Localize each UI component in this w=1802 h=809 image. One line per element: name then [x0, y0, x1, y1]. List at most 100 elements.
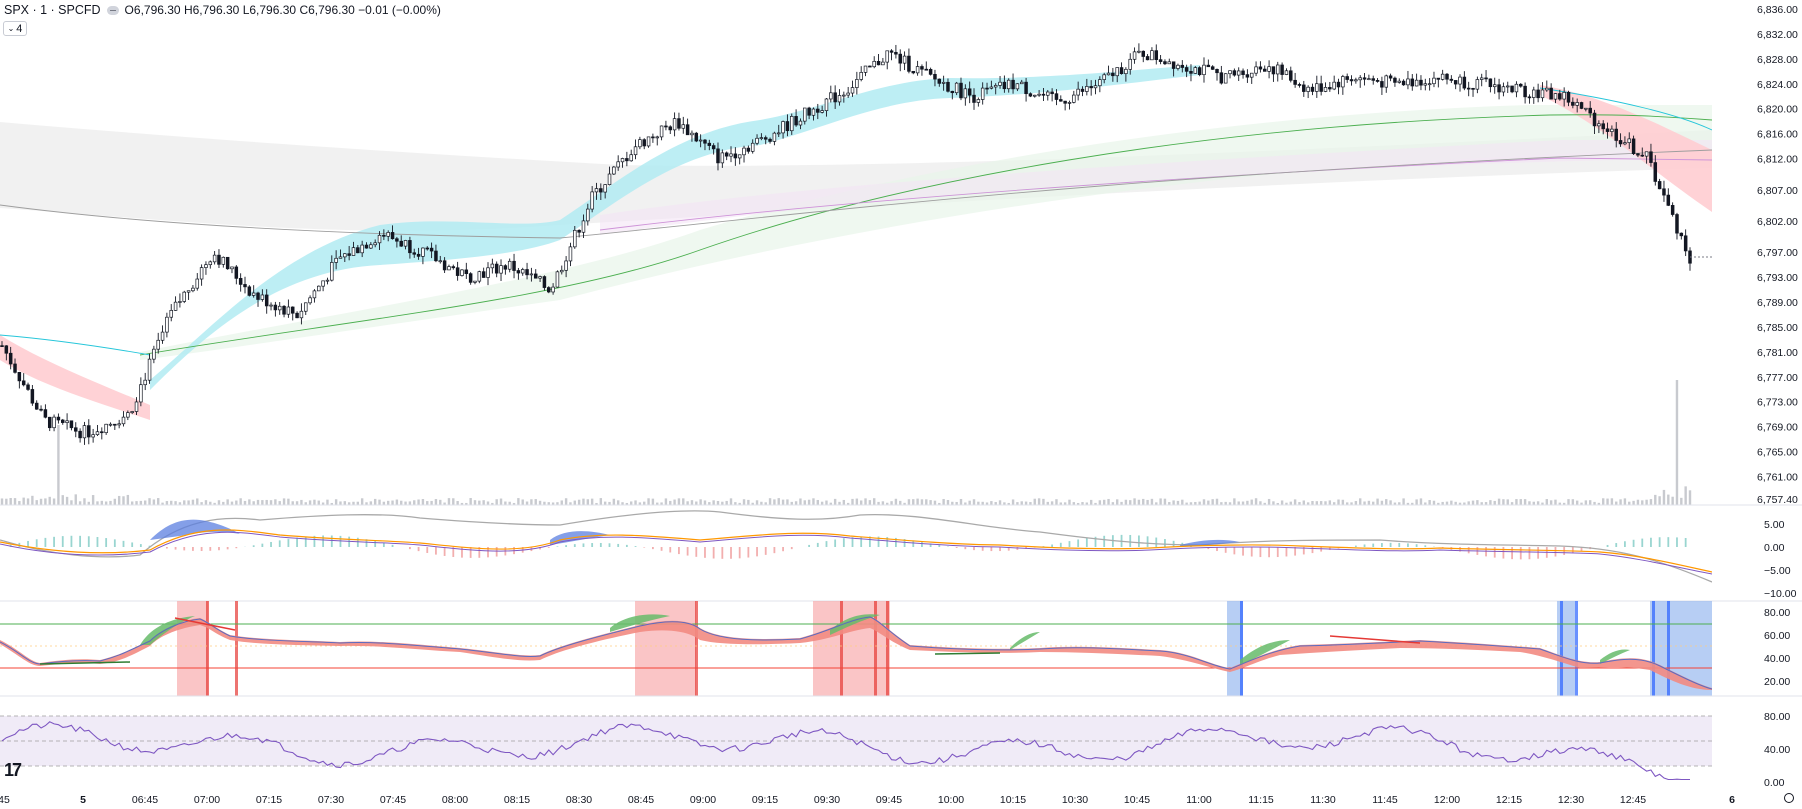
candle [317, 285, 321, 292]
candle [1566, 90, 1571, 107]
time-tick-label: 11:15 [1248, 794, 1274, 806]
candle [590, 186, 594, 213]
candle [17, 371, 22, 389]
candle [1623, 136, 1627, 146]
histogram-bar [287, 538, 290, 547]
histogram-bar [1224, 547, 1227, 553]
volume-bar [790, 501, 793, 505]
volume-bar [990, 501, 993, 505]
candle [750, 139, 755, 154]
histogram-bar [678, 547, 680, 555]
candle [1297, 82, 1302, 88]
candle [30, 385, 35, 406]
volume-bar [1424, 502, 1427, 505]
momentum-tick-label: 0.00 [1764, 542, 1785, 554]
stoch-green-fill [140, 614, 1630, 665]
histogram-bar [495, 547, 498, 557]
volume-bar [1280, 500, 1284, 505]
indicator-count: 4 [16, 22, 23, 35]
candle [286, 299, 291, 318]
volume-bar [135, 501, 138, 505]
volume-bar [1181, 499, 1184, 505]
candle [542, 275, 547, 291]
volume-bar [1129, 500, 1132, 505]
legend-header: SPX · 1 · SPCFD O6,796.30 H6,796.30 L6,7… [4, 3, 441, 17]
candle [1241, 68, 1245, 79]
volume-bar [1233, 498, 1236, 505]
candle [494, 261, 499, 278]
histogram-bar [87, 536, 90, 547]
histogram-bar [955, 547, 958, 548]
candle [672, 112, 677, 137]
candle [1475, 76, 1480, 94]
price-tick-label: 6,820.00 [1757, 104, 1798, 116]
candle [386, 230, 390, 242]
candle [1124, 67, 1128, 82]
candle [34, 400, 39, 410]
candle [876, 53, 881, 66]
candle [1236, 67, 1241, 82]
volume-bar [426, 501, 429, 505]
histogram-bar [1007, 547, 1010, 551]
candle [1597, 120, 1601, 134]
candle [603, 184, 607, 199]
price-tick-label: 6,769.00 [1757, 422, 1798, 434]
volume-bar [1159, 498, 1162, 505]
candle [1249, 72, 1254, 84]
volume-bar [70, 500, 73, 505]
volume-bar [1341, 499, 1345, 505]
candle [633, 139, 638, 160]
indicators-toggle-button[interactable]: ⌄ 4 [3, 21, 27, 36]
candle [1102, 72, 1106, 84]
volume-bar [39, 498, 43, 505]
volume-bar [1528, 501, 1531, 505]
volume-bar [716, 500, 720, 505]
volume-bar [230, 501, 234, 505]
histogram-bar [139, 544, 142, 547]
candle [395, 236, 399, 248]
price-tick-label: 6,789.00 [1757, 297, 1798, 309]
candle [225, 256, 230, 270]
candle [1063, 100, 1067, 111]
candle [1245, 69, 1250, 83]
histogram-bar [591, 543, 594, 547]
histogram-bar [1363, 544, 1366, 547]
volume-bar [1063, 502, 1067, 505]
candle [208, 260, 213, 269]
histogram-bar [443, 547, 446, 556]
volume-bar [495, 499, 498, 505]
candle [1106, 65, 1111, 76]
volume-bar [91, 495, 95, 505]
volume-bar [764, 502, 767, 505]
divergence-bull [934, 652, 1001, 655]
volume-bar [447, 498, 451, 505]
volume-bar [5, 498, 8, 505]
tradingview-logo[interactable]: 17 [4, 760, 22, 780]
candle [447, 264, 451, 271]
volume-bar [1259, 501, 1262, 505]
candle [256, 291, 260, 307]
market-status-icon[interactable] [106, 5, 119, 15]
time-tick-label: 6 [1729, 794, 1735, 806]
candle [642, 138, 646, 150]
volume-bar [96, 501, 99, 505]
candle [416, 247, 421, 260]
candle [1284, 68, 1289, 76]
symbol-title[interactable]: SPX · 1 · SPCFD [4, 3, 101, 17]
candle [790, 113, 794, 135]
gray-ema-line [0, 149, 1712, 239]
time-tick-label: 10:00 [938, 794, 964, 806]
volume-bar [1411, 502, 1414, 505]
volume-bar [1419, 498, 1423, 505]
settings-icon[interactable] [1784, 793, 1794, 803]
candle [1657, 178, 1662, 190]
volume-bar [1029, 502, 1032, 505]
volume-bar [391, 500, 394, 505]
histogram-bar [1459, 547, 1461, 552]
time-tick-label: 09:15 [752, 794, 778, 806]
candle [920, 64, 924, 76]
candle [1176, 63, 1180, 71]
candle [1197, 66, 1202, 77]
candle [95, 424, 100, 437]
